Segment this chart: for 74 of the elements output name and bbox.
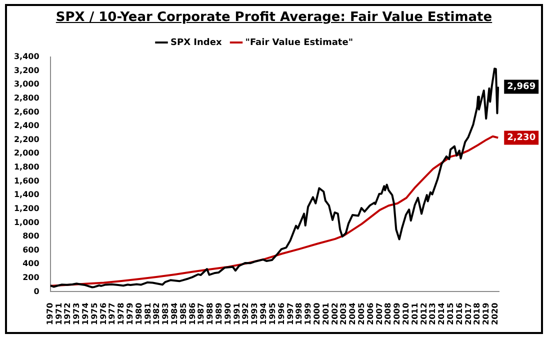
x-tick-label: 1990 — [223, 302, 232, 325]
x-tick-label: 2004 — [348, 302, 358, 325]
x-tick-label: 2012 — [419, 302, 428, 325]
x-tick-label: 1978 — [116, 302, 126, 325]
y-tick-label: 3,000 — [14, 80, 40, 89]
y-tick-label: 0 — [34, 286, 40, 296]
x-tick-label: 2001 — [321, 302, 330, 325]
annotation: 2,230 — [507, 133, 536, 144]
x-tick-label: 1991 — [232, 302, 242, 325]
y-tick-label: 1,400 — [14, 190, 40, 200]
legend-label: "Fair Value Estimate" — [245, 38, 354, 48]
x-tick-label: 1992 — [241, 302, 250, 325]
x-tick-label: 1986 — [188, 302, 197, 325]
x-tick-label: 1975 — [90, 302, 99, 325]
x-tick-label: 2011 — [410, 302, 420, 325]
x-tick-label: 1973 — [72, 302, 82, 325]
y-tick-label: 2,600 — [14, 107, 40, 116]
x-tick-label: 2015 — [446, 302, 456, 325]
y-tick-label: 200 — [22, 273, 40, 282]
x-tick-label: 1984 — [170, 302, 180, 325]
y-tick-label: 2,200 — [14, 134, 40, 144]
legend-label: SPX Index — [170, 38, 222, 48]
x-tick-label: 1996 — [276, 302, 286, 325]
x-tick-label: 1981 — [143, 302, 152, 325]
annotation: 2,969 — [507, 82, 536, 92]
y-tick-label: 3,200 — [14, 66, 40, 75]
x-tick-label: 1976 — [98, 302, 108, 325]
x-tick-label: 1997 — [286, 302, 295, 325]
x-tick-label: 1999 — [304, 302, 313, 325]
x-tick-label: 2018 — [472, 302, 482, 325]
x-tick-label: 1995 — [268, 302, 277, 325]
x-tick-label: 2016 — [454, 302, 464, 325]
y-tick-label: 1,000 — [14, 218, 40, 227]
x-tick-label: 2010 — [401, 302, 410, 325]
y-tick-label: 600 — [22, 245, 40, 254]
y-tick-label: 2,400 — [14, 121, 40, 130]
x-tick-label: 1983 — [161, 302, 170, 325]
x-tick-label: 2000 — [312, 302, 322, 325]
x-tick-label: 2020 — [490, 302, 500, 325]
x-tick-label: 2007 — [374, 302, 384, 325]
x-tick-label: 1977 — [108, 302, 117, 325]
y-tick-label: 400 — [22, 259, 40, 268]
y-tick-label: 1,600 — [14, 176, 40, 186]
x-tick-label: 1971 — [54, 302, 64, 325]
x-tick-label: 1988 — [206, 302, 215, 325]
x-tick-label: 2019 — [482, 302, 491, 325]
x-tick-label: 1989 — [214, 302, 224, 325]
x-tick-label: 1980 — [134, 302, 144, 325]
x-tick-label: 2014 — [437, 302, 446, 325]
y-tick-label: 1,200 — [14, 204, 40, 213]
x-tick-label: 1979 — [126, 302, 135, 325]
x-tick-label: 1972 — [63, 302, 72, 325]
x-tick-label: 2008 — [384, 302, 393, 325]
x-tick-label: 1994 — [259, 302, 268, 325]
x-tick-label: 2003 — [339, 302, 348, 325]
x-tick-label: 1985 — [178, 302, 188, 325]
x-tick-label: 2002 — [330, 302, 340, 325]
y-tick-label: 1,800 — [14, 162, 40, 172]
x-tick-label: 2009 — [392, 302, 402, 325]
x-tick-label: 2005 — [356, 302, 366, 325]
x-tick-label: 1974 — [80, 302, 90, 325]
x-tick-label: 1993 — [250, 302, 260, 325]
y-tick-label: 800 — [22, 232, 40, 241]
y-tick-label: 2,800 — [14, 94, 40, 102]
x-tick-label: 1998 — [294, 302, 304, 325]
x-tick-label: 1970 — [45, 302, 54, 325]
x-tick-label: 2017 — [464, 302, 473, 325]
chart-title: SPX / 10-Year Corporate Profit Average: Fair Value Estimate — [54, 10, 494, 25]
x-tick-label: 2013 — [428, 302, 438, 325]
y-tick-label: 3,400 — [14, 52, 40, 62]
x-tick-label: 2006 — [366, 302, 375, 325]
y-tick-label: 2,000 — [14, 148, 40, 158]
x-tick-label: 1982 — [152, 302, 162, 325]
x-tick-label: 1987 — [196, 302, 206, 325]
